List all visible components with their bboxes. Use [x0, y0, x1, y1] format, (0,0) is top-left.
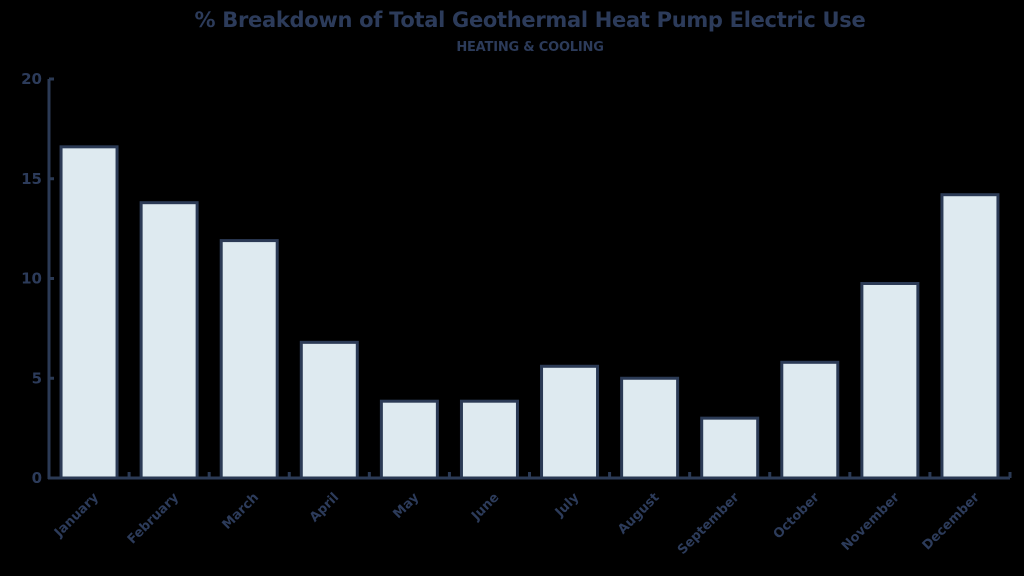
bar-october [780, 360, 840, 480]
y-tick-label: 10 [21, 270, 42, 288]
bar-march [219, 239, 279, 480]
bar-february [139, 201, 199, 480]
bar-july [540, 364, 600, 480]
y-tick-label: 0 [32, 469, 42, 487]
x-tick-label: May [391, 490, 423, 522]
y-tick-label: 20 [21, 70, 42, 88]
x-tick-label: February [125, 490, 183, 548]
x-tick-label: November [839, 490, 903, 554]
bar-november [860, 281, 920, 480]
x-tick-label: August [615, 490, 662, 537]
y-tick-label: 15 [21, 170, 42, 188]
chart-subtitle: HEATING & COOLING [456, 40, 604, 55]
x-tick-label: July [552, 490, 583, 521]
y-tick-label: 5 [32, 369, 42, 387]
x-tick-label: September [675, 490, 743, 558]
x-tick-label: June [468, 490, 502, 524]
x-tick-label: October [771, 490, 823, 542]
x-tick-label: April [307, 490, 342, 525]
bar-may [379, 399, 439, 480]
bar-april [299, 340, 359, 480]
x-tick-label: January [51, 490, 102, 541]
bar-august [620, 376, 680, 480]
bar-september [700, 416, 760, 480]
x-tick-label: December [920, 490, 983, 553]
bar-december [940, 193, 1000, 480]
chart-title: % Breakdown of Total Geothermal Heat Pum… [194, 8, 866, 32]
x-tick-label: March [220, 490, 262, 532]
bar-january [59, 145, 119, 480]
bar-june [459, 399, 519, 480]
